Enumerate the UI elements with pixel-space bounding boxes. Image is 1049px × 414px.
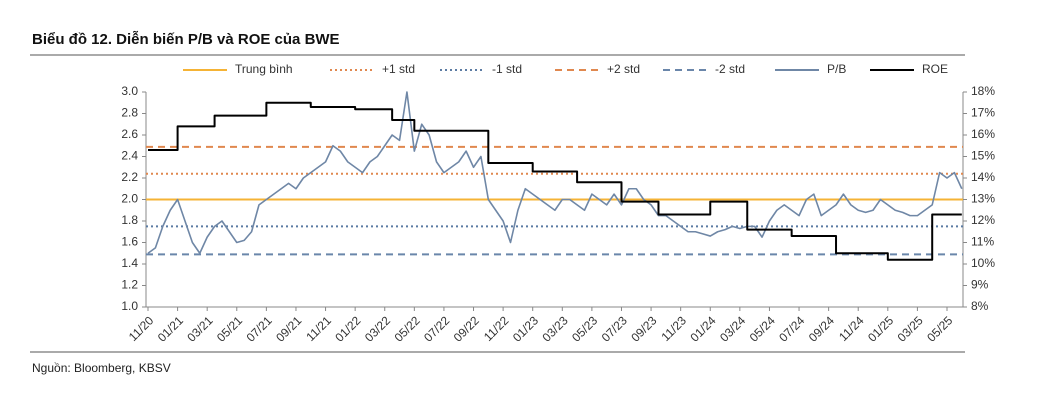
x-tick-label: 09/21 — [273, 313, 304, 344]
x-tick-label: 01/22 — [332, 313, 363, 344]
x-tick-label: 09/24 — [806, 313, 837, 344]
y-tick-label: 1.4 — [121, 256, 138, 270]
y-tick-label: 2.4 — [121, 149, 138, 163]
x-tick-label: 07/21 — [244, 313, 275, 344]
x-tick-label: 03/23 — [540, 313, 571, 344]
y-tick-label: 3.0 — [121, 84, 138, 98]
y-tick-label: 2.6 — [121, 127, 138, 141]
y-tick-label: 1.8 — [121, 213, 138, 227]
x-tick-label: 11/21 — [303, 313, 334, 344]
source-note: Nguồn: Bloomberg, KBSV — [32, 361, 171, 375]
legend-label: -2 std — [715, 62, 745, 76]
y2-tick-label: 8% — [971, 299, 989, 313]
chart-title: Biểu đồ 12. Diễn biến P/B và ROE của BWE — [32, 31, 340, 48]
y-tick-label: 1.6 — [121, 235, 138, 249]
x-tick-label: 01/24 — [687, 313, 718, 344]
legend-label: +2 std — [607, 62, 640, 76]
x-tick-label: 05/24 — [747, 313, 778, 344]
x-tick-label: 11/24 — [836, 313, 867, 344]
y-tick-label: 1.2 — [121, 278, 138, 292]
y-tick-label: 2.2 — [121, 170, 138, 184]
y-tick-label: 2.0 — [121, 192, 138, 206]
x-tick-label: 05/21 — [214, 313, 245, 344]
y2-tick-label: 18% — [971, 84, 995, 98]
x-tick-label: 03/25 — [895, 313, 926, 344]
x-tick-label: 11/23 — [659, 313, 690, 344]
x-tick-label: 07/23 — [599, 313, 630, 344]
y-tick-label: 2.8 — [121, 106, 138, 120]
legend-label: Trung bình — [235, 62, 293, 76]
x-tick-label: 03/22 — [362, 313, 393, 344]
y2-tick-label: 13% — [971, 192, 995, 206]
x-tick-label: 01/25 — [865, 313, 896, 344]
legend-label: -1 std — [492, 62, 522, 76]
x-tick-label: 09/22 — [451, 313, 482, 344]
x-tick-label: 09/23 — [628, 313, 659, 344]
roe-step-line — [148, 101, 962, 261]
x-tick-label: 07/24 — [776, 313, 807, 344]
x-tick-label: 11/22 — [481, 313, 512, 344]
y2-tick-label: 10% — [971, 256, 995, 270]
x-tick-label: 05/25 — [924, 313, 955, 344]
x-tick-label: 07/22 — [421, 313, 452, 344]
y2-tick-label: 14% — [971, 170, 995, 184]
x-tick-label: 03/24 — [717, 313, 748, 344]
x-tick-label: 01/21 — [155, 313, 186, 344]
y-tick-label: 1.0 — [121, 299, 138, 313]
y2-tick-label: 15% — [971, 149, 995, 163]
x-tick-label: 05/22 — [392, 313, 423, 344]
legend-label: ROE — [922, 62, 948, 76]
y2-tick-label: 11% — [971, 235, 994, 249]
y2-tick-label: 9% — [971, 278, 989, 292]
legend-label: +1 std — [382, 62, 415, 76]
y2-tick-label: 16% — [971, 127, 995, 141]
x-tick-label: 05/23 — [569, 313, 600, 344]
pb-line — [147, 91, 963, 255]
y2-tick-label: 12% — [971, 213, 995, 227]
x-tick-label: 03/21 — [184, 313, 215, 344]
legend-label: P/B — [827, 62, 846, 76]
x-tick-label: 01/23 — [510, 313, 541, 344]
x-tick-label: 11/20 — [126, 313, 157, 344]
y2-tick-label: 17% — [971, 106, 995, 120]
